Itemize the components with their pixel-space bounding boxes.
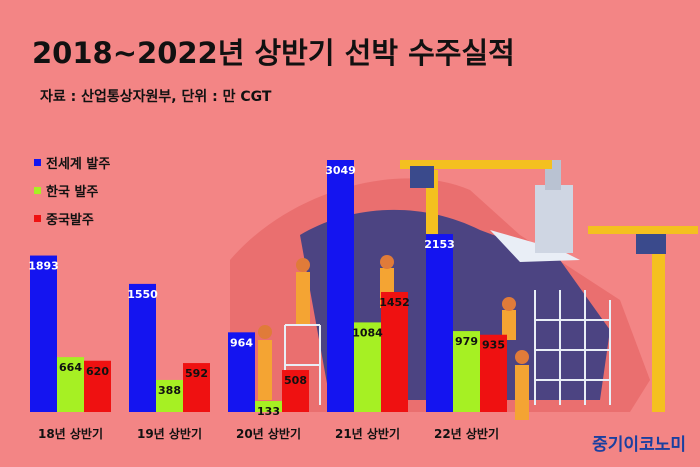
chart-legend: 전세계 발주 한국 발주 중국발주 [34,148,110,232]
legend-swatch-world [34,158,41,166]
bar-value-label-korea-4: 979 [455,335,478,348]
chart-subtitle: 자료 : 산업통상자원부, 단위 : 만 CGT [40,89,272,105]
bar-korea-2 [255,401,282,412]
bar-world-0 [30,255,57,412]
bar-korea-0 [57,357,84,412]
bar-china-1 [183,363,210,412]
ship-bridge-icon [535,185,573,253]
bar-value-label-world-2: 964 [230,336,253,349]
legend-item-world: 전세계 발주 [34,148,110,176]
legend-swatch-korea [34,186,41,194]
bar-china-2 [282,370,309,412]
bar-value-label-world-4: 2153 [424,238,455,251]
category-label-2: 20년 상반기 [236,426,301,441]
bar-value-label-korea-3: 1084 [352,326,383,339]
legend-label-china: 중국발주 [46,212,94,228]
scaffolding-icon [284,290,611,405]
bar-value-label-china-2: 508 [284,374,307,387]
bar-world-4 [426,234,453,412]
bar-china-3 [381,291,408,412]
bar-china-0 [84,360,111,412]
bar-china-4 [480,334,507,412]
legend-label-world: 전세계 발주 [46,156,111,172]
bar-value-label-world-1: 1550 [127,288,158,301]
category-label-group: 18년 상반기 19년 상반기 20년 상반기 21년 상반기 22년 상반기 [38,426,499,441]
crane-right-icon [588,226,698,412]
category-label-0: 18년 상반기 [38,426,103,441]
bar-label-group: 1893 664 620 1550 388 592 964 133 508 3049 1084 145… [28,164,505,418]
bar-value-label-world-3: 3049 [325,164,356,177]
category-label-1: 19년 상반기 [137,426,202,441]
bar-value-label-china-1: 592 [185,367,208,380]
bar-value-label-korea-2: 133 [257,405,280,418]
bar-value-label-china-4: 935 [482,339,505,352]
bar-value-label-china-3: 1452 [379,296,410,309]
bar-value-label-world-0: 1893 [28,260,59,273]
category-label-4: 22년 상반기 [434,426,499,441]
legend-item-china: 중국발주 [34,204,110,232]
bar-world-1 [129,283,156,412]
bar-world-3 [327,160,354,412]
bar-value-label-korea-0: 664 [59,361,82,374]
legend-label-korea: 한국 발주 [46,184,99,200]
bar-korea-4 [453,331,480,412]
bar-world-2 [228,332,255,412]
legend-swatch-china [34,214,41,222]
category-label-3: 21년 상반기 [335,426,400,441]
page-title: 2018~2022년 상반기 선박 수주실적 [32,36,515,70]
bar-value-label-korea-1: 388 [158,384,181,397]
bar-value-label-china-0: 620 [86,365,109,378]
bar-korea-3 [354,322,381,412]
legend-item-korea: 한국 발주 [34,176,110,204]
brand-logo-text: 중기이코노미 [592,435,686,455]
bar-korea-1 [156,379,183,412]
bar-group [30,160,507,412]
